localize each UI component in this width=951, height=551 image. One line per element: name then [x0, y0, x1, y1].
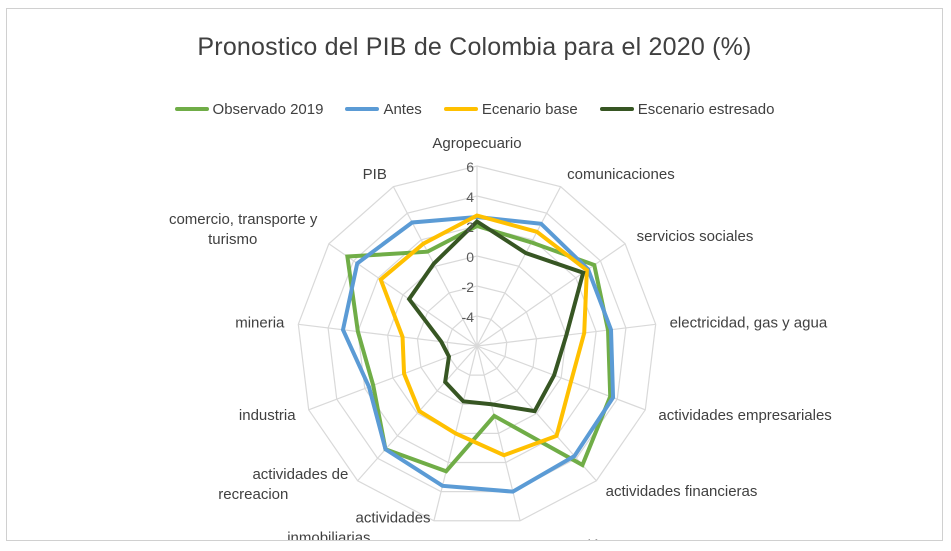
- legend-label-observado-2019: Observado 2019: [212, 100, 324, 118]
- legend-item-escenario-estresado: Escenario estresado: [599, 100, 775, 118]
- tick-label: -2: [462, 279, 475, 295]
- category-label-4: electricidad, gas y agua: [670, 315, 828, 332]
- category-label-10: industria: [239, 407, 296, 424]
- category-label-1: Agropecuario: [432, 135, 521, 152]
- grid-spoke: [298, 323, 478, 347]
- category-label-2: comunicaciones: [567, 166, 675, 183]
- grid-spoke: [476, 243, 626, 347]
- legend-item-observado-2019: Observado 2019: [174, 100, 324, 118]
- grid-spoke: [328, 243, 478, 347]
- grid-spoke: [392, 186, 478, 347]
- tick-label: -4: [462, 309, 475, 325]
- grid-spoke: [357, 345, 478, 482]
- legend-swatch-escenario-estresado: [599, 107, 634, 111]
- category-label-7: construcción: [523, 537, 607, 540]
- legend-item-antes: Antes: [345, 100, 422, 118]
- legend-swatch-antes: [345, 107, 380, 111]
- legend-swatch-ecenario-base: [443, 107, 478, 111]
- category-label-8: actividades inmobiliarias: [287, 509, 430, 540]
- legend-label-ecenario-base: Ecenario base: [481, 100, 578, 118]
- legend-swatch-observado-2019: [174, 107, 209, 111]
- chart-title: Pronostico del PIB de Colombia para el 2…: [197, 33, 752, 61]
- series-line-antes: [340, 214, 616, 494]
- grid-spoke: [476, 345, 597, 482]
- category-label-11: mineria: [235, 315, 285, 332]
- category-label-12: comercio, transporte y turismo: [169, 211, 318, 248]
- tick-label: 0: [466, 249, 474, 265]
- category-label-5: actividades empresariales: [658, 407, 831, 424]
- grid-spoke: [476, 186, 562, 347]
- chart-legend: Observado 2019 Antes Ecenario base Escen…: [7, 99, 942, 119]
- category-label-3: servicios sociales: [637, 228, 754, 245]
- legend-label-antes: Antes: [383, 100, 422, 118]
- tick-label: 2: [466, 219, 474, 235]
- grid-ring: [297, 165, 657, 522]
- grid-spoke: [476, 345, 646, 411]
- category-label-9: actividades de recreacion: [218, 466, 348, 503]
- chart-frame: Pronostico del PIB de Colombia para el 2…: [6, 8, 943, 541]
- grid-ring: [446, 315, 508, 376]
- legend-item-ecenario-base: Ecenario base: [443, 100, 578, 118]
- series-line-escenario-estresado: [406, 218, 586, 414]
- radar-chart: 6 4 2 0 -2 -4 Agropecuario comunicaciones servic…: [169, 135, 832, 540]
- tick-label: 6: [466, 159, 474, 175]
- tick-label: 4: [466, 189, 474, 205]
- category-label-13: PIB: [363, 166, 387, 183]
- category-label-6: actividades financieras: [606, 483, 758, 500]
- series-line-ecenario-base: [378, 213, 589, 458]
- legend-label-escenario-estresado: Escenario estresado: [637, 100, 775, 118]
- series-line-observado-2019: [345, 223, 613, 474]
